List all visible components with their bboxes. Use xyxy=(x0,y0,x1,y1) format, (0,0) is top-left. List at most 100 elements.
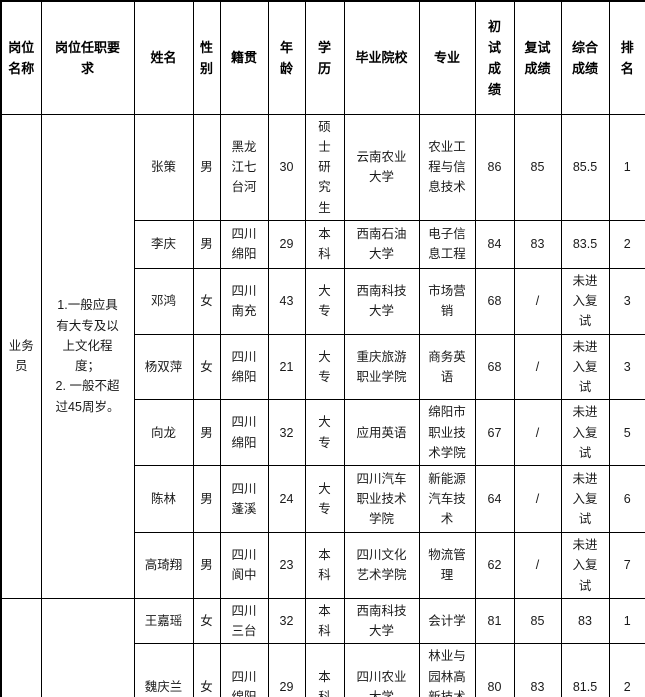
cell-retest-score: 85 xyxy=(513,113,562,221)
cell-gender: 男 xyxy=(192,399,221,466)
cell-major: 电子信 息工程 xyxy=(418,219,476,269)
cell-gender: 男 xyxy=(192,532,221,599)
cell-school: 四川汽车 职业技术 学院 xyxy=(343,465,420,533)
col-header-post: 岗位 名称 xyxy=(0,0,42,115)
cell-education: 大 专 xyxy=(304,399,345,466)
cell-retest-score: / xyxy=(513,465,562,533)
cell-retest-score: / xyxy=(513,333,562,401)
cell-initial-score: 64 xyxy=(474,465,515,533)
cell-retest-score: / xyxy=(513,532,562,599)
cell-name: 魏庆兰 xyxy=(133,643,194,697)
cell-post-group2 xyxy=(0,597,42,697)
cell-total-score: 未进 入复 试 xyxy=(560,465,610,533)
cell-total-score: 未进 入复 试 xyxy=(560,333,610,401)
cell-gender: 男 xyxy=(192,219,221,269)
cell-name: 王嘉瑶 xyxy=(133,597,194,645)
cell-education: 本 科 xyxy=(304,219,345,269)
cell-major: 物流管 理 xyxy=(418,532,476,599)
col-header-rank: 排 名 xyxy=(608,0,645,115)
cell-school: 西南科技 大学 xyxy=(343,267,420,335)
cell-education: 大 专 xyxy=(304,465,345,533)
cell-retest-score: 85 xyxy=(513,597,562,645)
cell-gender: 男 xyxy=(192,113,221,221)
cell-retest-score: 83 xyxy=(513,219,562,269)
cell-total-score: 83 xyxy=(560,597,610,645)
col-header-education: 学 历 xyxy=(304,0,345,115)
cell-education: 本 科 xyxy=(304,597,345,645)
col-header-retest-score: 复试 成绩 xyxy=(513,0,562,115)
cell-native-place: 黑龙 江七 台河 xyxy=(219,113,269,221)
table-row: 高琦翔 男 四川 阆中 23 本 科 四川文化 艺术学院 物流管 理 62 / … xyxy=(1,532,645,599)
cell-post-group1: 业务 员 xyxy=(0,113,42,599)
cell-name: 杨双萍 xyxy=(133,333,194,401)
cell-major: 市场营 销 xyxy=(418,267,476,335)
col-header-requirements: 岗位任职要 求 xyxy=(40,0,135,115)
cell-native-place: 四川 蓬溪 xyxy=(219,465,269,533)
cell-gender: 女 xyxy=(192,267,221,335)
cell-rank: 1 xyxy=(608,113,645,221)
cell-school: 西南科技 大学 xyxy=(343,597,420,645)
cell-native-place: 四川 绵阳 xyxy=(219,399,269,466)
col-header-total-score: 综合 成绩 xyxy=(560,0,610,115)
cell-gender: 女 xyxy=(192,333,221,401)
cell-initial-score: 68 xyxy=(474,267,515,335)
cell-rank: 6 xyxy=(608,465,645,533)
cell-initial-score: 68 xyxy=(474,333,515,401)
cell-school: 应用英语 xyxy=(343,399,420,466)
cell-gender: 女 xyxy=(192,643,221,697)
cell-initial-score: 67 xyxy=(474,399,515,466)
cell-age: 32 xyxy=(267,597,306,645)
col-header-school: 毕业院校 xyxy=(343,0,420,115)
cell-retest-score: 83 xyxy=(513,643,562,697)
cell-education: 大 专 xyxy=(304,267,345,335)
cell-total-score: 81.5 xyxy=(560,643,610,697)
header-row: 岗位 名称 岗位任职要 求 姓名 性 别 籍贯 年 龄 学 历 毕业院校 专业 … xyxy=(0,0,645,115)
col-header-initial-score: 初 试 成 绩 xyxy=(474,0,515,115)
cell-requirements-group1: 1.一般应具 有大专及以 上文化程 度； 2. 一般不超 过45周岁。 xyxy=(40,113,135,599)
col-header-age: 年 龄 xyxy=(267,0,306,115)
table-row: 李庆 男 四川 绵阳 29 本 科 西南石油 大学 电子信 息工程 84 83 … xyxy=(1,219,645,269)
cell-native-place: 四川 绵阳 xyxy=(219,219,269,269)
cell-education: 大 专 xyxy=(304,333,345,401)
cell-major: 新能源 汽车技 术 xyxy=(418,465,476,533)
cell-name: 邓鸿 xyxy=(133,267,194,335)
cell-rank: 2 xyxy=(608,219,645,269)
cell-age: 29 xyxy=(267,643,306,697)
cell-rank: 7 xyxy=(608,532,645,599)
cell-native-place: 四川 阆中 xyxy=(219,532,269,599)
cell-total-score: 85.5 xyxy=(560,113,610,221)
col-header-name: 姓名 xyxy=(133,0,194,115)
cell-age: 21 xyxy=(267,333,306,401)
table-row: 王嘉瑶 女 四川 三台 32 本 科 西南科技 大学 会计学 81 85 83 … xyxy=(0,597,645,697)
cell-initial-score: 81 xyxy=(474,597,515,645)
cell-total-score: 未进 入复 试 xyxy=(560,532,610,599)
cell-education: 本 科 xyxy=(304,643,345,697)
cell-age: 30 xyxy=(267,113,306,221)
cell-major: 农业工 程与信 息技术 xyxy=(418,113,476,221)
cell-total-score: 未进 入复 试 xyxy=(560,267,610,335)
cell-rank: 5 xyxy=(608,399,645,466)
cell-education: 本 科 xyxy=(304,532,345,599)
cell-initial-score: 80 xyxy=(474,643,515,697)
table-row: 业务 员 1.一般应具 有大专及以 上文化程 度； 2. 一般不超 过45周岁。… xyxy=(0,113,645,599)
cell-total-score: 未进 入复 试 xyxy=(560,399,610,466)
col-header-major: 专业 xyxy=(418,0,476,115)
cell-rank: 3 xyxy=(608,267,645,335)
cell-initial-score: 84 xyxy=(474,219,515,269)
cell-age: 24 xyxy=(267,465,306,533)
cell-age: 23 xyxy=(267,532,306,599)
cell-school: 四川农业 大学 xyxy=(343,643,420,697)
cell-native-place: 四川 绵阳 xyxy=(219,643,269,697)
cell-name: 高琦翔 xyxy=(133,532,194,599)
cell-age: 29 xyxy=(267,219,306,269)
cell-major: 会计学 xyxy=(418,597,476,645)
cell-retest-score: / xyxy=(513,399,562,466)
col-header-native-place: 籍贯 xyxy=(219,0,269,115)
cell-initial-score: 86 xyxy=(474,113,515,221)
cell-rank: 3 xyxy=(608,333,645,401)
cell-requirements-group2 xyxy=(40,597,135,697)
cell-retest-score: / xyxy=(513,267,562,335)
cell-school: 西南石油 大学 xyxy=(343,219,420,269)
